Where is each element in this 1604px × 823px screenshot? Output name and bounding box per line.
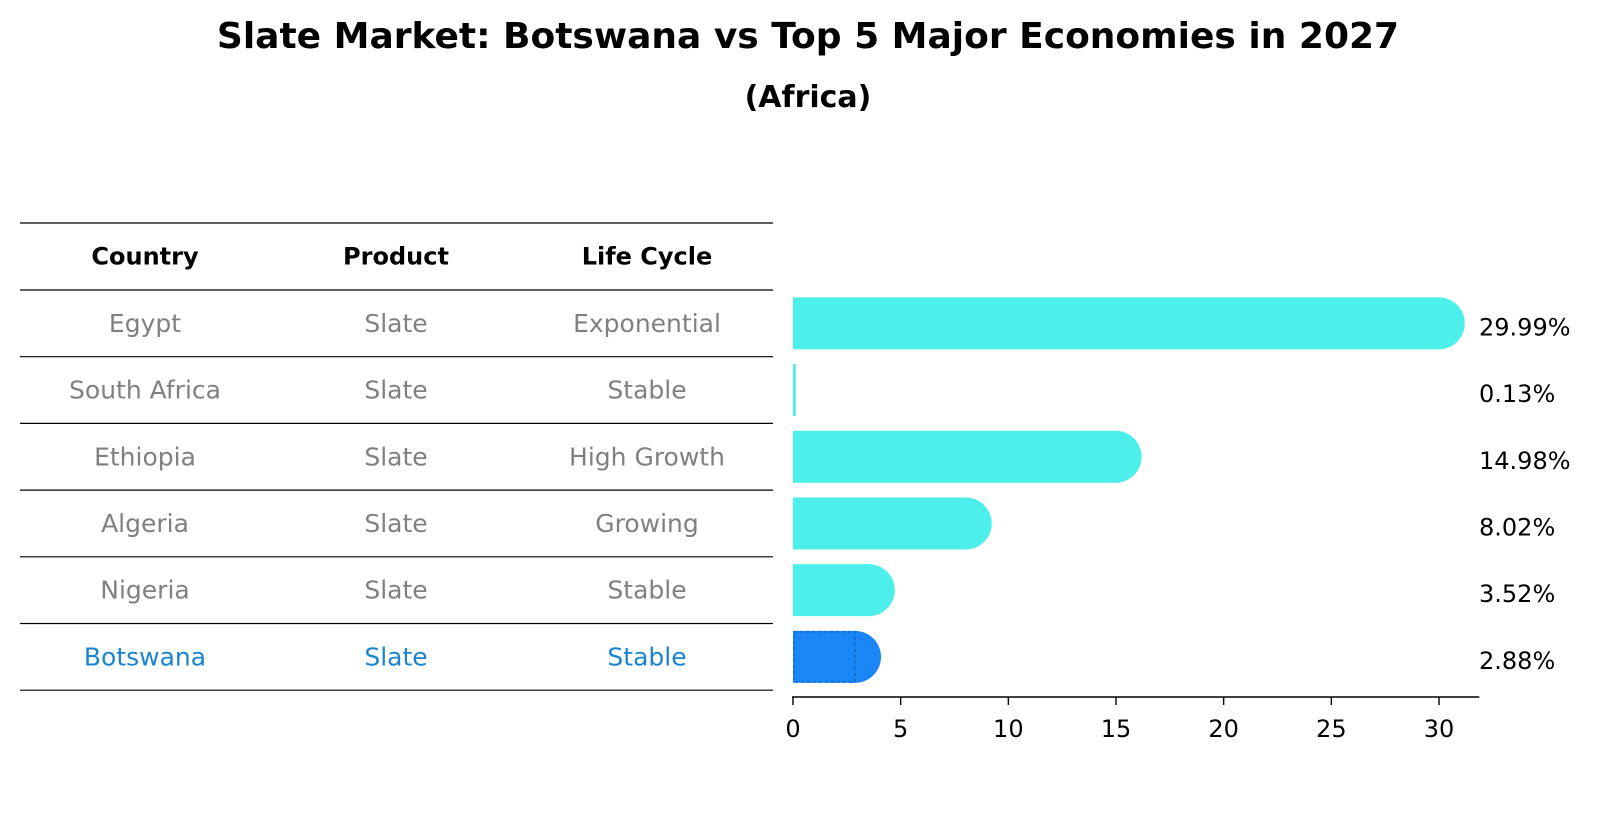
table-cell: Slate	[364, 642, 427, 671]
table-cell: Slate	[364, 442, 427, 471]
x-tick-label: 5	[893, 715, 908, 743]
bar-value-label: 8.02%	[1479, 513, 1555, 541]
table-cell: Stable	[607, 642, 686, 671]
table-cell: South Africa	[69, 376, 221, 405]
table-cell: Stable	[607, 376, 686, 405]
x-tick-label: 0	[785, 715, 800, 743]
bar	[793, 297, 1439, 350]
table-cell: Nigeria	[100, 576, 189, 605]
bar	[793, 497, 966, 550]
bar-plot: 29.99% 0.13% 14.98% 8.02% 3.52% 2.88%	[793, 297, 1571, 683]
table-header-cell: Country	[91, 243, 199, 271]
table-cell: Egypt	[109, 309, 181, 338]
bar	[793, 430, 1116, 483]
x-axis: 0 5 10 15 20 25 30	[785, 696, 1480, 743]
bar-cap	[1089, 430, 1142, 483]
bar-value-label: 29.99%	[1479, 313, 1571, 341]
bar-highlight-outline	[793, 631, 856, 683]
bar-value-label: 14.98%	[1479, 447, 1571, 475]
bar-cap	[1412, 297, 1465, 350]
bar-value-label: 0.13%	[1479, 380, 1555, 408]
table-cell: Slate	[364, 576, 427, 605]
bar-value-label: 2.88%	[1479, 647, 1555, 675]
table-cell: Botswana	[84, 642, 206, 671]
bar-value-label: 3.52%	[1479, 580, 1555, 608]
table-cell: High Growth	[569, 442, 725, 471]
x-tick-label: 20	[1208, 715, 1239, 743]
table-header-cell: Product	[343, 243, 449, 271]
bar	[793, 364, 796, 417]
chart-subtitle: (Africa)	[744, 80, 872, 115]
table-cell: Slate	[364, 509, 427, 538]
chart-title: Slate Market: Botswana vs Top 5 Major Ec…	[216, 16, 1400, 57]
table-cell: Algeria	[101, 509, 189, 538]
x-tick-label: 15	[1101, 715, 1132, 743]
bar-cap	[842, 564, 895, 617]
table-cell: Exponential	[573, 309, 721, 338]
table-cell: Stable	[607, 576, 686, 605]
x-tick-label: 10	[993, 715, 1024, 743]
table-cell: Slate	[364, 376, 427, 405]
table-cell: Slate	[364, 309, 427, 338]
table-cell: Growing	[595, 509, 699, 538]
bar-cap	[939, 497, 992, 550]
x-tick-label: 25	[1316, 715, 1347, 743]
x-tick-label: 30	[1424, 715, 1455, 743]
data-table: Country Product Life Cycle Egypt Slate Expone…	[20, 222, 773, 691]
table-header-cell: Life Cycle	[582, 243, 713, 271]
table-cell: Ethiopia	[94, 442, 196, 471]
